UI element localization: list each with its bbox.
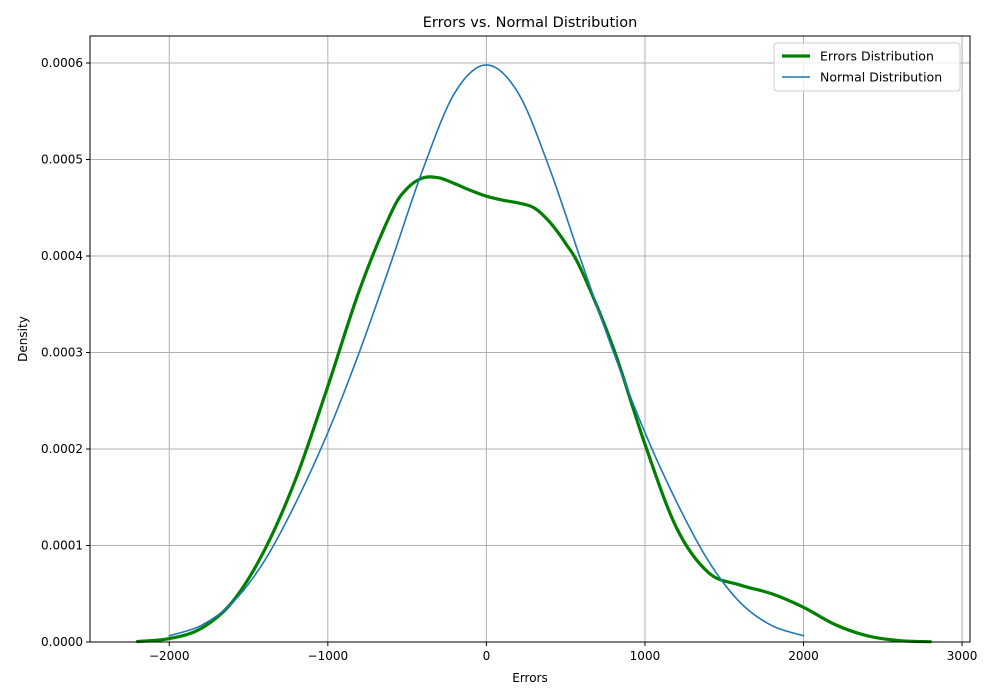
x-axis-label: Errors: [512, 671, 548, 685]
y-tick-label: 0.0000: [41, 635, 83, 649]
y-tick-label: 0.0006: [41, 56, 83, 70]
x-tick-label: 1000: [630, 649, 661, 663]
x-tick-label: 0: [483, 649, 491, 663]
legend-box: [773, 42, 961, 92]
y-tick-label: 0.0001: [41, 539, 83, 553]
normal-distribution-line: [168, 64, 805, 637]
y-tick-label: 0.0002: [41, 442, 83, 456]
x-tick-label: −2000: [149, 649, 190, 663]
legend-label-errors: Errors Distribution: [820, 49, 934, 64]
y-axis-ticks: 0.0000 0.0001 0.0002 0.0003 0.0004 0.0005 0.00…: [41, 56, 90, 649]
legend: Errors Distribution Normal Distribution: [773, 42, 961, 92]
x-tick-label: −1000: [308, 649, 349, 663]
x-axis-ticks: −2000 −1000 0 1000 2000 3000: [149, 642, 977, 663]
errors-distribution-line: [135, 175, 932, 644]
y-tick-label: 0.0004: [41, 249, 83, 263]
y-axis-label: Density: [16, 316, 30, 362]
series-layer: [135, 64, 932, 644]
plot-frame: [89, 35, 971, 643]
y-tick-label: 0.0003: [41, 346, 83, 360]
chart-title: Errors vs. Normal Distribution: [423, 15, 638, 31]
y-tick-label: 0.0005: [41, 153, 83, 167]
x-tick-label: 2000: [788, 649, 819, 663]
legend-label-normal: Normal Distribution: [820, 70, 942, 85]
x-tick-label: 3000: [947, 649, 978, 663]
